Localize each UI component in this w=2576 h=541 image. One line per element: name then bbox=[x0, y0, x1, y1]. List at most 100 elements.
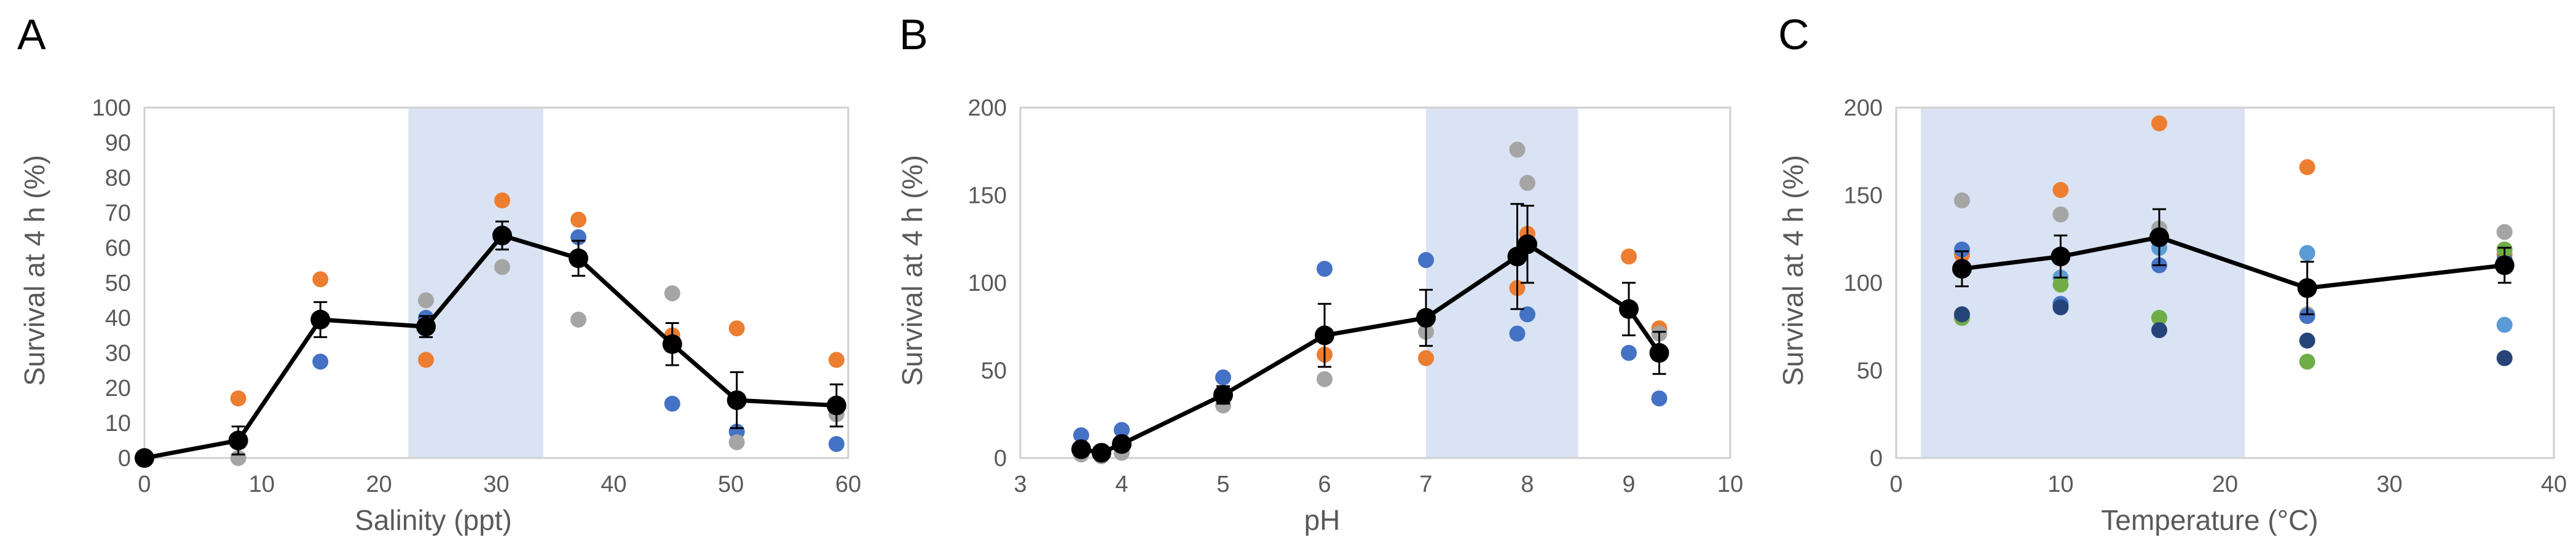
replicate-point bbox=[2052, 206, 2069, 223]
mean-point bbox=[416, 317, 436, 337]
mean-point bbox=[492, 226, 513, 246]
y-axis-title-a: Survival at 4 h (%) bbox=[18, 155, 50, 386]
replicate-point bbox=[2151, 115, 2167, 132]
replicate-point bbox=[2299, 245, 2315, 261]
x-axis-title-a: Salinity (ppt) bbox=[355, 504, 512, 536]
replicate-point bbox=[312, 353, 329, 370]
x-tick-label: 0 bbox=[138, 472, 151, 497]
replicate-point bbox=[1954, 306, 1970, 323]
mean-point bbox=[1092, 443, 1111, 463]
panel-letter-b: B bbox=[899, 10, 928, 58]
x-tick-label: 10 bbox=[1717, 472, 1743, 497]
y-tick-label: 20 bbox=[105, 376, 131, 401]
replicate-point bbox=[2299, 159, 2315, 175]
replicate-point bbox=[2299, 333, 2315, 349]
replicate-point bbox=[1954, 241, 1970, 258]
x-tick-label: 8 bbox=[1521, 472, 1534, 497]
replicate-point bbox=[418, 352, 434, 368]
replicate-point bbox=[1519, 306, 1535, 323]
panel-b: B Survival at 4 h (%) pH 0 50 100 150 200 3 4 5… bbox=[896, 10, 1743, 536]
x-axis-title-b: pH bbox=[1304, 504, 1341, 536]
y-axis-title-b: Survival at 4 h (%) bbox=[896, 155, 928, 386]
x-axis-title-c: Temperature (°C) bbox=[2101, 504, 2318, 536]
y-tick-label: 150 bbox=[968, 183, 1007, 209]
mean-point bbox=[135, 448, 154, 468]
y-tick-label: 30 bbox=[105, 341, 131, 366]
replicate-point bbox=[570, 211, 587, 228]
y-tick-label: 200 bbox=[968, 95, 1007, 121]
y-axis-title-c: Survival at 4 h (%) bbox=[1777, 155, 1809, 386]
replicate-point bbox=[2052, 181, 2069, 198]
x-tick-label: 50 bbox=[718, 472, 744, 497]
y-tick-label: 70 bbox=[105, 200, 131, 226]
replicate-point bbox=[494, 192, 511, 209]
replicate-point bbox=[1954, 192, 1970, 209]
replicate-point bbox=[1509, 325, 1526, 342]
mean-point bbox=[727, 390, 747, 410]
replicate-point bbox=[1317, 371, 1333, 387]
y-tick-label: 60 bbox=[105, 235, 131, 261]
x-tick-label: 7 bbox=[1419, 472, 1432, 497]
x-tick-label: 10 bbox=[2047, 472, 2073, 497]
mean-point bbox=[1071, 439, 1091, 459]
replicate-point bbox=[2151, 322, 2167, 338]
replicate-point bbox=[1418, 350, 1434, 366]
plot-frame bbox=[143, 106, 849, 459]
y-tick-label: 0 bbox=[994, 446, 1007, 472]
x-tick-label: 10 bbox=[249, 472, 275, 497]
mean-point bbox=[2050, 247, 2071, 267]
x-tick-label: 4 bbox=[1115, 472, 1128, 497]
plot-frame bbox=[1019, 106, 1731, 459]
mean-point bbox=[2494, 255, 2515, 275]
replicate-point bbox=[1418, 251, 1434, 268]
panel-a: A Survival at 4 h (%) Salinity (ppt) 0 10… bbox=[17, 10, 861, 536]
replicate-point bbox=[2299, 353, 2315, 370]
x-tick-label: 6 bbox=[1318, 472, 1331, 497]
y-tick-label: 0 bbox=[1870, 446, 1883, 472]
replicate-point bbox=[1073, 427, 1089, 443]
y-tick-label: 80 bbox=[105, 165, 131, 191]
replicate-point bbox=[664, 395, 680, 412]
y-tick-label: 100 bbox=[92, 95, 131, 121]
replicate-point bbox=[312, 271, 329, 288]
replicate-point bbox=[2299, 308, 2315, 325]
x-tick-label: 30 bbox=[2376, 472, 2402, 497]
x-tick-label: 20 bbox=[366, 472, 392, 497]
y-tick-label: 40 bbox=[105, 306, 131, 331]
y-tick-label: 10 bbox=[105, 411, 131, 436]
mean-point bbox=[1619, 299, 1639, 319]
replicate-point bbox=[2052, 299, 2069, 315]
replicate-point bbox=[1114, 422, 1130, 438]
shaded-range bbox=[1426, 108, 1578, 458]
replicate-point bbox=[494, 259, 511, 275]
mean-point bbox=[1112, 434, 1132, 454]
x-tick-label: 30 bbox=[483, 472, 509, 497]
replicate-point bbox=[728, 434, 745, 451]
panel-letter-c: C bbox=[1778, 10, 1810, 58]
x-tick-label: 0 bbox=[1889, 472, 1902, 497]
replicate-point bbox=[1519, 175, 1535, 191]
replicate-point bbox=[664, 285, 680, 302]
panel-c: C Survival at 4 h (%) Temperature (°C) 0… bbox=[1777, 10, 2567, 536]
y-tick-label: 0 bbox=[118, 446, 131, 472]
x-tick-label: 20 bbox=[2212, 472, 2238, 497]
x-tick-label: 40 bbox=[2541, 472, 2567, 497]
mean-line bbox=[1081, 242, 1661, 455]
replicate-point bbox=[1621, 345, 1637, 361]
mean-point bbox=[662, 334, 682, 354]
y-tick-label: 50 bbox=[105, 270, 131, 296]
mean-point bbox=[1315, 325, 1334, 346]
mean-point bbox=[1416, 308, 1436, 328]
replicate-point bbox=[1509, 141, 1526, 158]
x-tick-label: 5 bbox=[1216, 472, 1229, 497]
y-tick-label: 200 bbox=[1844, 95, 1883, 121]
plot-frame bbox=[1895, 106, 2555, 459]
replicate-point bbox=[1317, 261, 1333, 277]
mean-point bbox=[310, 309, 331, 330]
y-tick-label: 50 bbox=[981, 358, 1007, 384]
replicate-point bbox=[828, 436, 845, 452]
y-tick-label: 90 bbox=[105, 130, 131, 156]
replicate-point bbox=[2496, 224, 2513, 240]
mean-point bbox=[1213, 385, 1233, 405]
